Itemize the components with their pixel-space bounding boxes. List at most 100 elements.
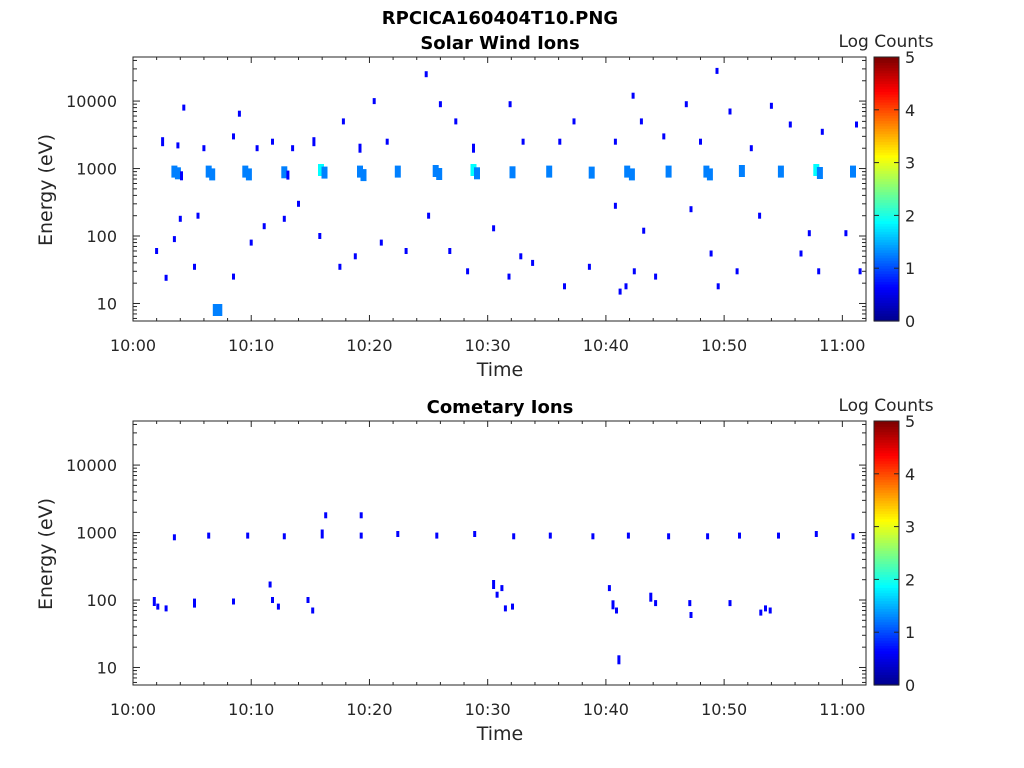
colorbar-segment bbox=[874, 80, 899, 84]
data-cell bbox=[632, 268, 636, 275]
data-cell bbox=[684, 101, 688, 108]
colorbar-segment bbox=[874, 489, 899, 493]
x-tick-label: 10:40 bbox=[583, 700, 629, 719]
colorbar-segment bbox=[874, 508, 899, 512]
data-cell bbox=[503, 605, 507, 612]
colorbar-segment bbox=[874, 239, 899, 243]
colorbar-segment bbox=[874, 542, 899, 546]
data-cell bbox=[662, 133, 666, 140]
colorbar-tick-label: 1 bbox=[905, 623, 915, 642]
x-tick-label: 10:00 bbox=[110, 336, 156, 355]
data-cell bbox=[768, 607, 772, 614]
colorbar-segment bbox=[874, 619, 899, 623]
data-cell bbox=[312, 137, 316, 147]
colorbar-segment bbox=[874, 70, 899, 74]
data-cells bbox=[155, 67, 862, 316]
colorbar-segment bbox=[874, 313, 899, 317]
colorbar-segment bbox=[874, 682, 899, 686]
colorbar-segment bbox=[874, 442, 899, 446]
colorbar-segment bbox=[874, 671, 899, 676]
colorbar-segment bbox=[874, 677, 899, 681]
colorbar-segment bbox=[874, 679, 899, 683]
data-cell bbox=[820, 128, 824, 135]
data-cell bbox=[232, 133, 235, 140]
data-cell bbox=[324, 512, 328, 519]
data-cell bbox=[318, 164, 324, 176]
colorbar-segment bbox=[874, 621, 899, 625]
colorbar-segment bbox=[874, 167, 899, 172]
colorbar-segment bbox=[874, 120, 899, 124]
data-cell bbox=[353, 253, 357, 260]
colorbar-segment bbox=[874, 595, 899, 599]
colorbar-segment bbox=[874, 640, 899, 644]
x-tick-label: 10:30 bbox=[465, 700, 511, 719]
colorbar-segment bbox=[874, 133, 899, 137]
colorbar-tick-label: 4 bbox=[905, 465, 915, 484]
colorbar-segment bbox=[874, 88, 899, 92]
data-cell bbox=[492, 225, 496, 232]
data-cell bbox=[817, 268, 821, 275]
colorbar-segment bbox=[874, 579, 899, 583]
colorbar-segment bbox=[874, 666, 899, 670]
data-cell bbox=[320, 529, 324, 539]
colorbar-segment bbox=[874, 487, 899, 491]
data-cell bbox=[509, 166, 516, 179]
data-cell bbox=[639, 118, 643, 125]
data-cell bbox=[182, 104, 186, 111]
colorbar-segment bbox=[874, 603, 899, 607]
data-cell bbox=[749, 145, 753, 152]
colorbar-segment bbox=[874, 165, 899, 169]
colorbar-segment bbox=[874, 228, 899, 232]
colorbar-segment bbox=[874, 568, 899, 573]
colorbar-segment bbox=[874, 199, 899, 203]
colorbar-segment bbox=[874, 273, 899, 277]
data-cell bbox=[587, 263, 591, 270]
colorbar-segment bbox=[874, 152, 899, 156]
colorbar-tick-label: 5 bbox=[905, 412, 915, 431]
data-cell bbox=[172, 534, 176, 541]
colorbar-segment bbox=[874, 576, 899, 580]
x-tick-label: 10:50 bbox=[701, 336, 747, 355]
data-cell bbox=[438, 101, 442, 108]
data-cell bbox=[615, 607, 618, 614]
colorbar-segment bbox=[874, 294, 899, 298]
data-cell bbox=[699, 138, 702, 145]
colorbar-segment bbox=[874, 423, 899, 427]
colorbar-segment bbox=[874, 582, 899, 586]
colorbar-segment bbox=[874, 658, 899, 662]
x-tick-label: 11:00 bbox=[819, 700, 865, 719]
colorbar-segment bbox=[874, 220, 899, 224]
colorbar-segment bbox=[874, 284, 899, 288]
colorbar-frame bbox=[873, 420, 900, 686]
colorbar-segment bbox=[874, 500, 899, 504]
colorbar-segment bbox=[874, 138, 899, 143]
data-cell bbox=[396, 531, 400, 537]
data-cell bbox=[511, 603, 514, 610]
colorbar-segment bbox=[874, 465, 899, 470]
data-cell bbox=[232, 598, 235, 605]
data-cell bbox=[654, 273, 658, 280]
data-cell bbox=[271, 597, 274, 603]
colorbar-segment bbox=[874, 157, 899, 161]
plot-title: Solar Wind Ions bbox=[420, 33, 579, 54]
data-cell bbox=[282, 533, 286, 540]
colorbar-segment bbox=[874, 523, 899, 528]
colorbar-tick-label: 5 bbox=[905, 48, 915, 67]
data-cell bbox=[357, 165, 363, 178]
colorbar-segment bbox=[874, 210, 899, 214]
colorbar-tick-label: 2 bbox=[905, 570, 915, 589]
colorbar-segment bbox=[874, 178, 899, 182]
data-cell bbox=[156, 603, 160, 610]
colorbar-segment bbox=[874, 626, 899, 631]
colorbar-segment bbox=[874, 455, 899, 459]
colorbar-segment bbox=[874, 547, 899, 551]
data-cell bbox=[624, 165, 631, 178]
data-cell bbox=[588, 166, 595, 179]
data-cell bbox=[738, 165, 745, 177]
y-axis-label: Energy (eV) bbox=[35, 498, 57, 610]
data-cell bbox=[689, 612, 693, 618]
colorbar-segment bbox=[874, 276, 899, 280]
data-cell bbox=[193, 263, 196, 270]
data-cell bbox=[372, 98, 376, 105]
colorbar-segment bbox=[874, 83, 899, 87]
